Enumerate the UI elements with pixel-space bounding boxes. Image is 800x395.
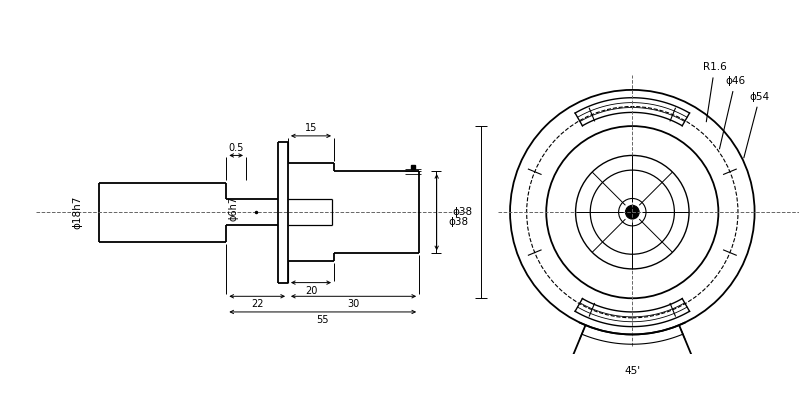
Circle shape bbox=[626, 205, 639, 219]
Text: ϕ46: ϕ46 bbox=[719, 76, 746, 149]
Text: ϕ54: ϕ54 bbox=[744, 92, 770, 158]
Text: R1.6: R1.6 bbox=[702, 62, 726, 122]
Text: 30: 30 bbox=[347, 299, 360, 309]
Text: 15: 15 bbox=[305, 123, 317, 133]
Text: 22: 22 bbox=[251, 299, 263, 309]
Text: ϕ18h7: ϕ18h7 bbox=[73, 196, 82, 229]
Text: ϕ38: ϕ38 bbox=[449, 217, 469, 227]
Text: 20: 20 bbox=[305, 286, 317, 295]
Text: ϕ6h7: ϕ6h7 bbox=[228, 196, 238, 221]
Text: ϕ38: ϕ38 bbox=[453, 207, 473, 217]
Text: 0.5: 0.5 bbox=[229, 143, 244, 152]
Text: 45': 45' bbox=[624, 366, 640, 376]
Text: 55: 55 bbox=[317, 315, 329, 325]
